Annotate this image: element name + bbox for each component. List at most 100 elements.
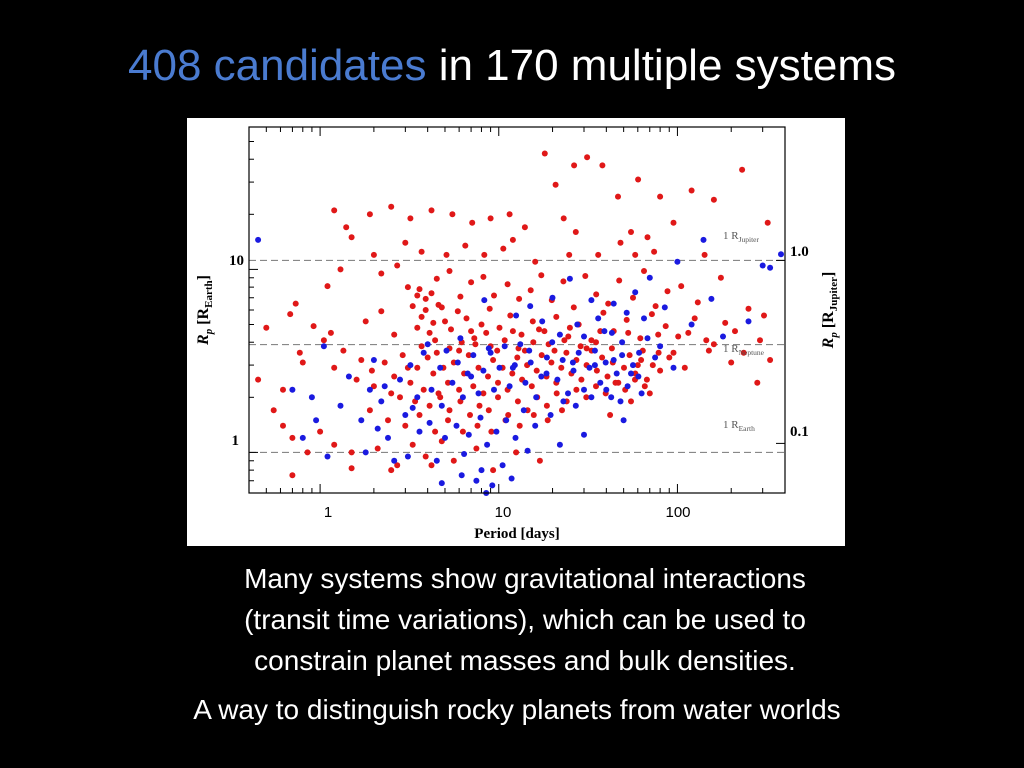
blue-point-24	[428, 386, 435, 393]
red-point-205	[516, 422, 523, 429]
blue-point-138	[345, 373, 352, 380]
data-points	[255, 150, 784, 496]
red-point-10	[521, 224, 528, 231]
red-point-23	[688, 187, 695, 194]
red-point-120	[399, 352, 406, 359]
red-point-108	[662, 323, 669, 330]
red-point-212	[304, 449, 311, 456]
red-point-81	[414, 292, 421, 299]
blue-point-131	[457, 335, 464, 342]
red-point-119	[391, 373, 398, 380]
red-point-232	[299, 359, 306, 366]
red-point-285	[655, 331, 662, 338]
blue-point-72	[465, 431, 472, 438]
red-point-118	[381, 359, 388, 366]
blue-point-101	[438, 480, 445, 487]
red-point-279	[566, 324, 573, 331]
red-point-47	[337, 266, 344, 273]
red-point-6	[449, 211, 456, 218]
right-tick-label-2: 0.1	[790, 424, 809, 440]
blue-point-43	[533, 394, 540, 401]
red-point-260	[628, 398, 634, 405]
red-point-84	[426, 329, 433, 336]
blue-point-123	[778, 251, 784, 258]
red-point-67	[570, 304, 577, 311]
blue-point-76	[503, 417, 510, 424]
blue-point-37	[501, 343, 508, 350]
blue-point-88	[313, 417, 320, 424]
ref-label-earth: 1 REarth	[723, 419, 755, 433]
red-point-197	[402, 422, 409, 429]
blue-point-27	[449, 379, 456, 386]
red-point-41	[632, 251, 639, 258]
y-tick-label-10: 10	[229, 253, 244, 269]
blue-point-129	[539, 318, 546, 325]
red-point-236	[388, 390, 395, 397]
y-right-title-main: R	[820, 337, 837, 349]
blue-point-34	[485, 345, 492, 352]
blue-point-78	[520, 407, 527, 414]
blue-point-85	[617, 398, 624, 405]
red-point-160	[604, 373, 611, 380]
blue-point-68	[416, 428, 423, 435]
red-point-274	[494, 347, 501, 354]
blue-point-61	[630, 362, 636, 369]
blue-point-0	[255, 236, 262, 243]
red-point-19	[635, 176, 642, 183]
ref-label-earth-sub: Earth	[739, 424, 755, 433]
blue-point-25	[437, 364, 444, 371]
blue-point-35	[491, 386, 497, 393]
blue-point-74	[484, 441, 491, 448]
blue-point-134	[595, 315, 602, 322]
title-rest: in 170 multiple systems	[426, 41, 896, 90]
blue-point-4	[438, 402, 445, 409]
red-point-71	[616, 277, 623, 284]
caption-line-2: (transit time variations), which can be …	[244, 604, 806, 635]
red-point-99	[553, 313, 560, 320]
red-point-187	[573, 386, 580, 393]
red-point-174	[446, 407, 453, 414]
red-point-14	[571, 162, 578, 169]
blue-point-30	[464, 370, 471, 377]
blue-point-96	[473, 477, 480, 484]
red-point-200	[445, 417, 451, 424]
red-point-112	[732, 328, 738, 335]
blue-point-135	[608, 329, 615, 336]
red-point-146	[533, 367, 540, 374]
red-point-272	[468, 328, 475, 335]
blue-point-11	[569, 359, 576, 366]
red-point-5	[428, 207, 435, 214]
blue-point-140	[657, 343, 664, 350]
red-point-43	[701, 251, 708, 258]
x-tick-label-1: 1	[324, 504, 332, 521]
blue-point-51	[575, 349, 582, 356]
red-point-252	[657, 367, 664, 374]
blue-point-45	[543, 354, 550, 361]
blue-point-109	[610, 300, 617, 307]
scatter-chart: 1 10 100 1 10 1.0 0.1 Period [days] Rp […	[195, 126, 840, 542]
blue-point-3	[414, 394, 421, 401]
red-point-4	[407, 215, 414, 222]
red-point-106	[637, 335, 644, 342]
red-point-64	[538, 272, 545, 279]
red-point-216	[374, 445, 381, 452]
red-point-51	[416, 286, 423, 293]
red-point-209	[270, 407, 277, 414]
blue-point-75	[493, 428, 500, 435]
red-point-52	[422, 295, 429, 302]
red-point-20	[644, 234, 651, 241]
red-point-159	[599, 354, 606, 361]
blue-point-31	[470, 352, 477, 359]
blue-point-107	[381, 383, 388, 390]
blue-point-10	[556, 331, 563, 338]
red-point-261	[646, 390, 653, 397]
ref-label-neptune: 1 RNeptune	[723, 343, 765, 357]
red-point-39	[566, 251, 573, 258]
blue-point-41	[522, 379, 529, 386]
red-point-248	[561, 337, 568, 344]
blue-point-59	[619, 352, 626, 359]
red-point-206	[530, 412, 537, 418]
blue-point-116	[688, 321, 695, 328]
red-point-264	[296, 349, 303, 356]
blue-point-89	[324, 453, 331, 460]
